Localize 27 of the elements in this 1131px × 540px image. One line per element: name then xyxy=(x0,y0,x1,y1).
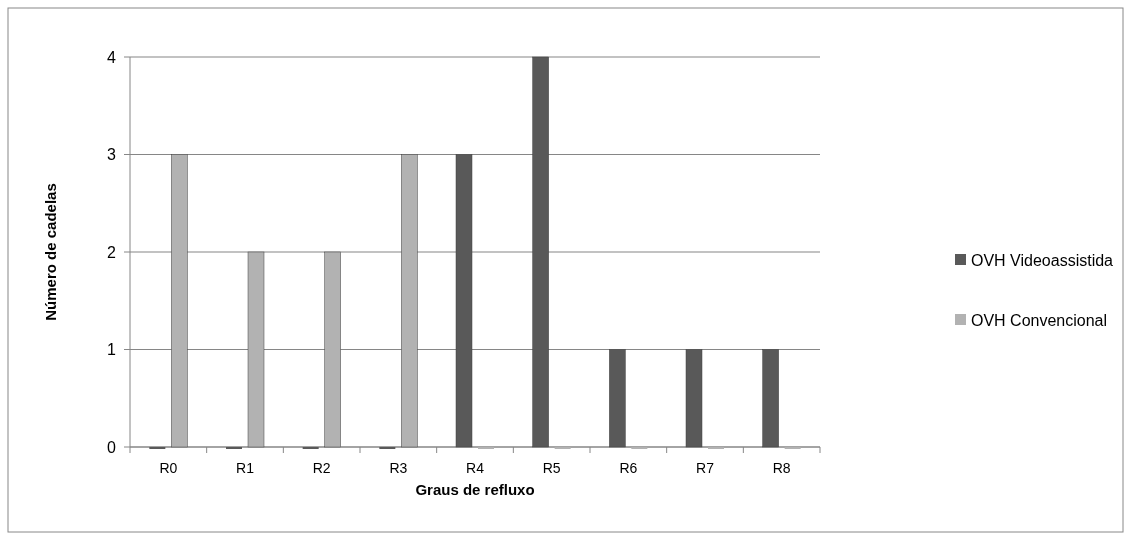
y-tick-label: 2 xyxy=(107,243,117,261)
x-tick-label: R3 xyxy=(389,460,408,476)
bar xyxy=(685,349,703,448)
x-tick-label: R4 xyxy=(466,460,485,476)
x-tick-label: R0 xyxy=(159,460,178,476)
x-tick-label: R2 xyxy=(312,460,331,476)
x-axis-title: Graus de refluxo xyxy=(415,481,535,498)
x-tick-label: R6 xyxy=(619,460,638,476)
x-tick-label: R1 xyxy=(236,460,255,476)
y-tick-label: 4 xyxy=(107,48,117,66)
bar xyxy=(762,349,779,448)
bar xyxy=(609,349,626,448)
legend-label: OVH Videoassistida xyxy=(971,251,1114,269)
bar xyxy=(171,154,188,448)
x-tick-label: R5 xyxy=(542,460,561,476)
y-tick-label: 1 xyxy=(107,341,117,359)
bar xyxy=(401,154,418,448)
y-tick-label: 0 xyxy=(107,438,117,456)
bar xyxy=(532,56,549,448)
bar xyxy=(455,154,473,448)
y-tick-label: 3 xyxy=(107,146,117,164)
legend-label: OVH Convencional xyxy=(971,311,1108,329)
bar xyxy=(247,251,265,448)
bar xyxy=(324,251,341,448)
x-tick-label: R7 xyxy=(696,460,715,476)
y-axis-title: Número de cadelas xyxy=(42,183,59,321)
x-tick-label: R8 xyxy=(772,460,791,476)
